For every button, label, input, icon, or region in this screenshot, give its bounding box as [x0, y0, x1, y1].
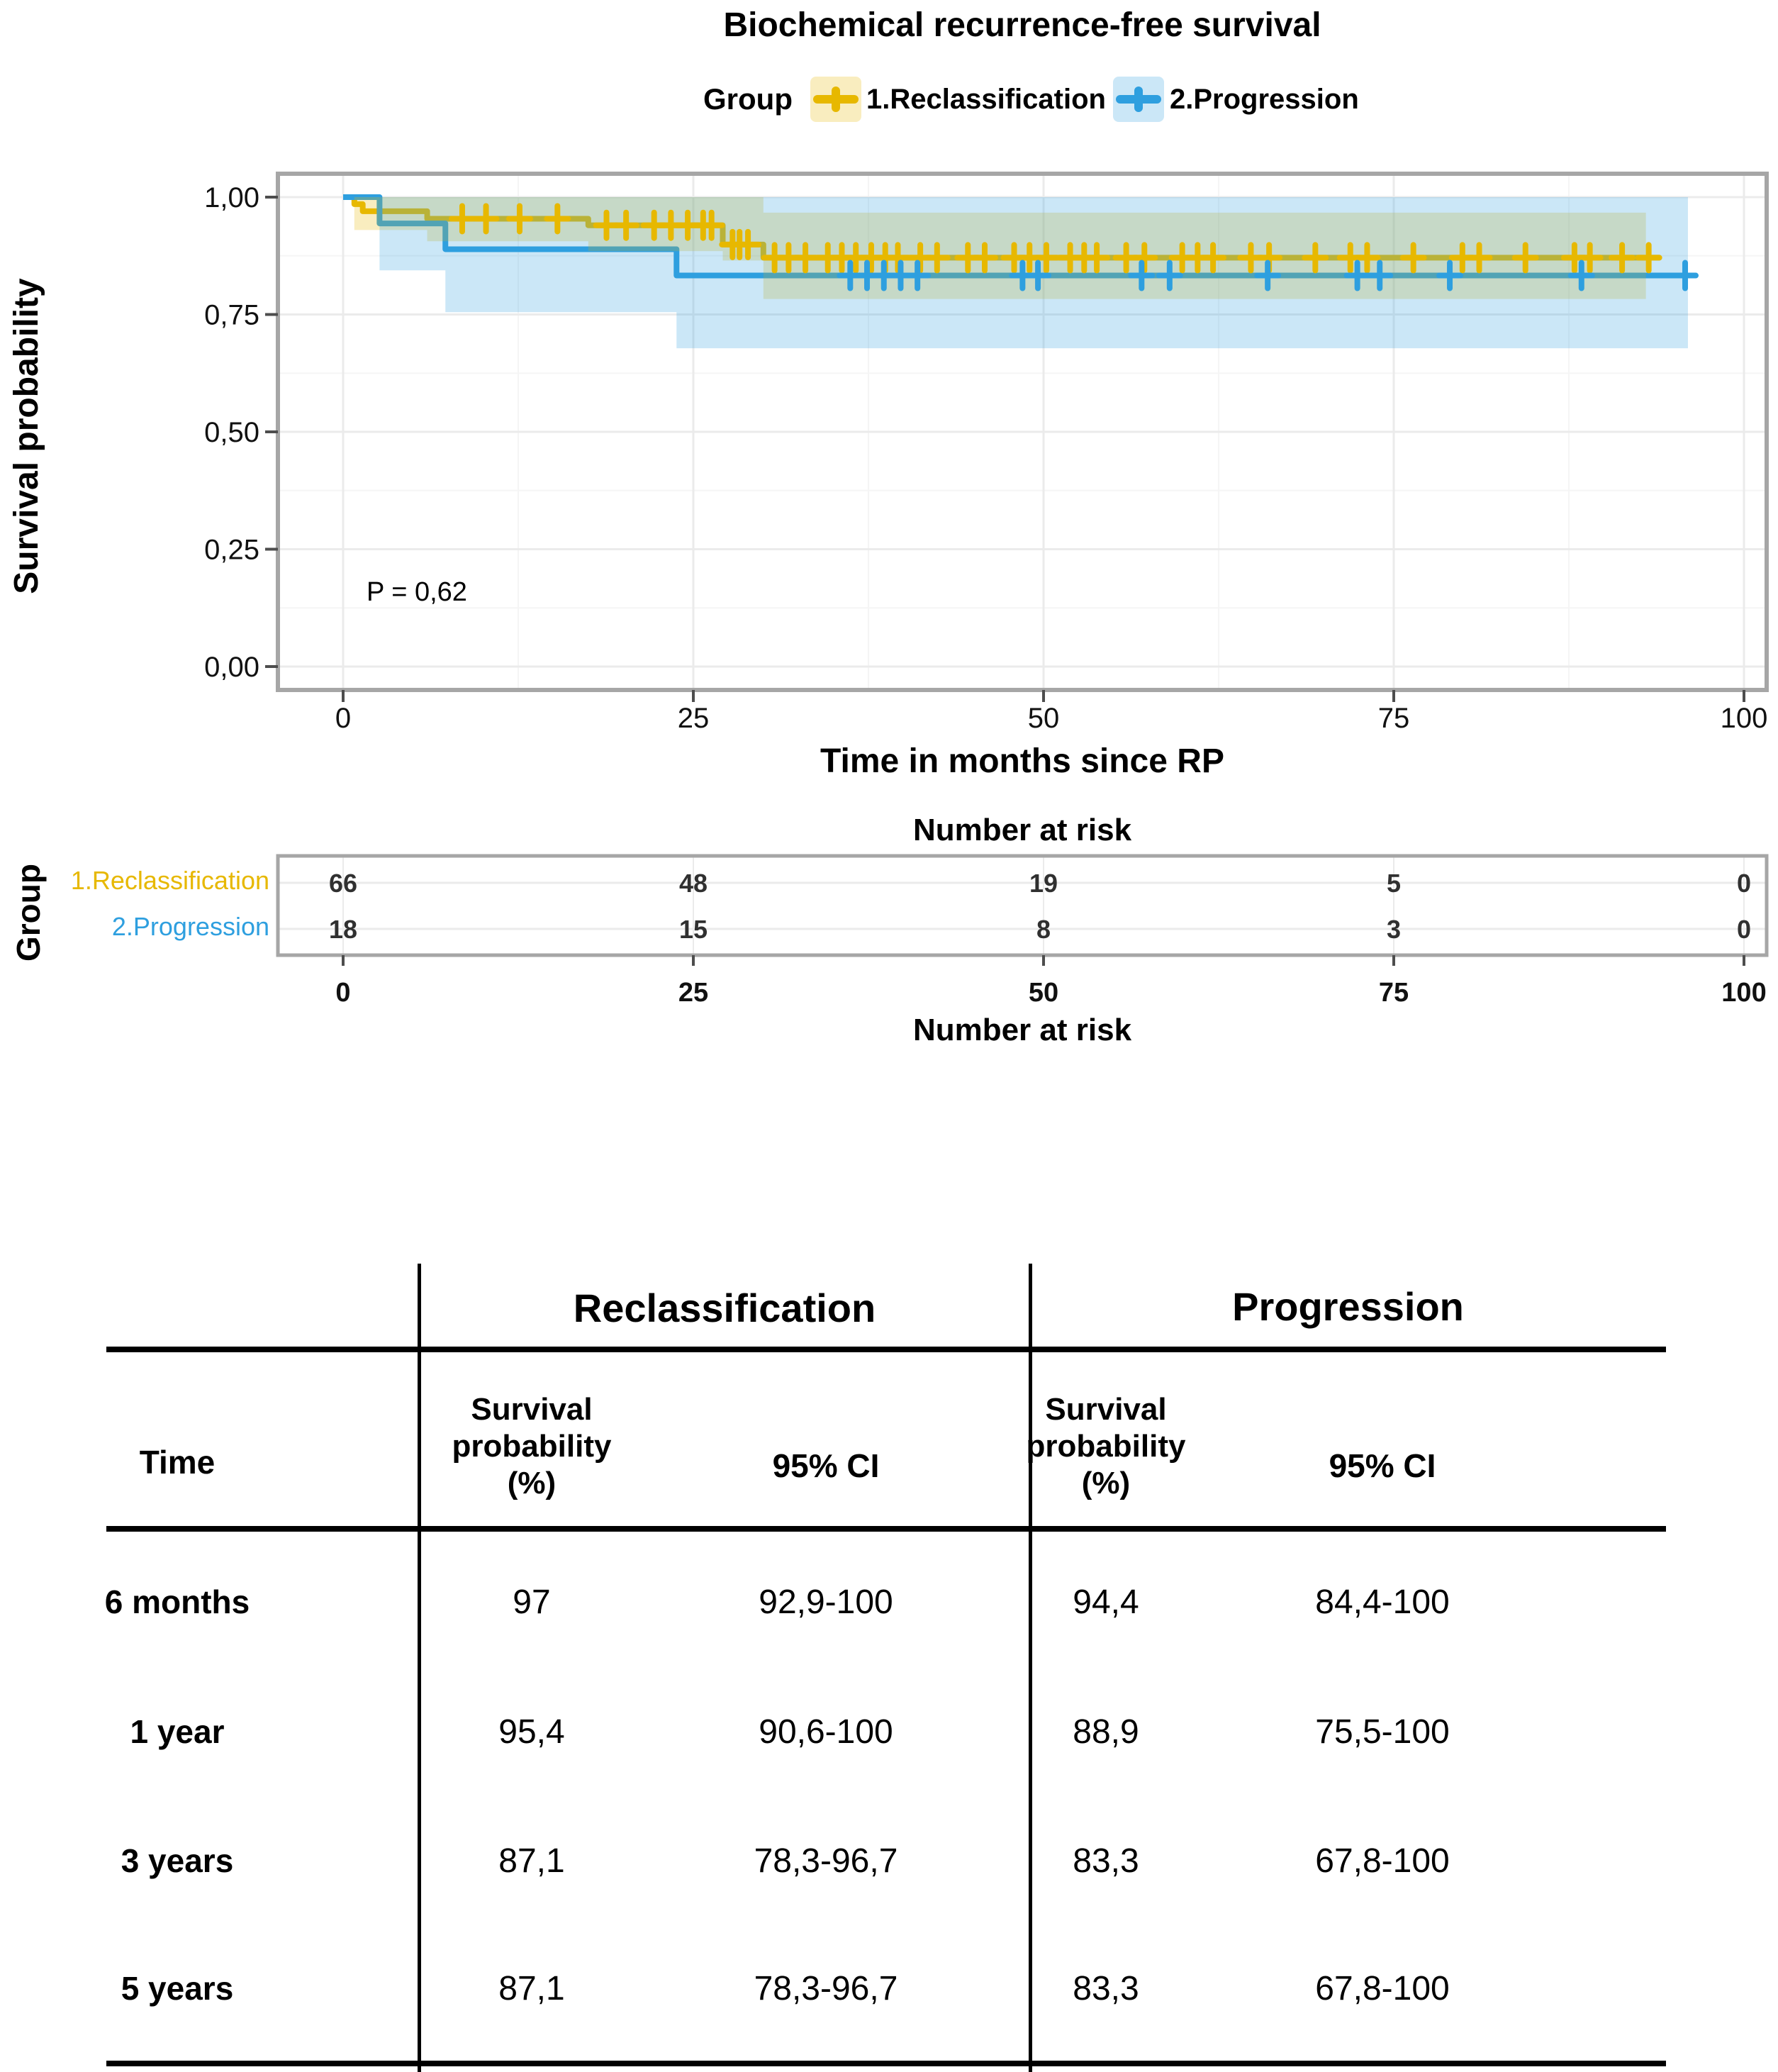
table-cell: 78,3-96,7: [754, 1842, 898, 1880]
svg-text:1,00: 1,00: [204, 182, 259, 213]
table-vertical-rule: [1029, 1264, 1032, 2072]
svg-text:50: 50: [1028, 703, 1060, 734]
table-header-prog-probability: Survival probability (%): [1026, 1392, 1186, 1500]
table-cell: 87,1: [498, 1970, 565, 2007]
svg-text:3: 3: [1387, 915, 1401, 944]
censor-marks-progression: [837, 260, 1699, 291]
svg-text:48: 48: [679, 869, 708, 898]
table-group-header-reclassification: Reclassification: [573, 1286, 876, 1330]
svg-text:0,75: 0,75: [204, 300, 259, 331]
table-cell: 75,5-100: [1315, 1713, 1450, 1751]
progression-key-icon: [1113, 77, 1164, 122]
table-row-time: 3 years: [121, 1842, 234, 1879]
censor-plus-icon: [1134, 87, 1143, 112]
svg-text:18: 18: [329, 915, 357, 944]
table-cell: 84,4-100: [1315, 1583, 1450, 1621]
table-cell: 78,3-96,7: [754, 1970, 898, 2007]
table-cell: 83,3: [1073, 1970, 1139, 2007]
svg-text:0,50: 0,50: [204, 417, 259, 448]
x-axis-title: Time in months since RP: [820, 742, 1224, 780]
table-cell: 83,3: [1073, 1842, 1139, 1880]
svg-text:15: 15: [679, 915, 708, 944]
table-cell: 90,6-100: [759, 1713, 893, 1751]
table-cell: 95,4: [498, 1713, 565, 1751]
table-row-time: 1 year: [130, 1713, 225, 1750]
risk-axis-title: Number at risk: [912, 1013, 1132, 1047]
figure-title: Biochemical recurrence-free survival: [723, 6, 1321, 44]
svg-text:5: 5: [1387, 869, 1401, 898]
legend-item-reclassification: 1.Reclassification: [866, 84, 1106, 115]
svg-text:75: 75: [1378, 703, 1410, 734]
table-row-time: 6 months: [104, 1583, 250, 1620]
svg-text:0,25: 0,25: [204, 535, 259, 566]
svg-text:0: 0: [1737, 869, 1751, 898]
svg-text:50: 50: [1029, 978, 1058, 1008]
censor-plus-icon: [832, 87, 840, 112]
table-cell: 67,8-100: [1315, 1970, 1450, 2007]
svg-text:100: 100: [1721, 978, 1766, 1008]
table-cell: 87,1: [498, 1842, 565, 1880]
table-horizontal-rule: [106, 1347, 1666, 1352]
svg-text:8: 8: [1036, 915, 1051, 944]
svg-text:100: 100: [1721, 703, 1768, 734]
legend-item-progression: 2.Progression: [1170, 84, 1359, 115]
table-horizontal-rule: [106, 2061, 1666, 2066]
risk-counts-row-progression: 18 15 8 3 0: [329, 915, 1751, 944]
survival-curve-progression: [343, 194, 1695, 279]
table-horizontal-rule: [106, 1526, 1666, 1532]
svg-text:0: 0: [335, 978, 350, 1008]
svg-text:0: 0: [1737, 915, 1751, 944]
svg-text:25: 25: [678, 978, 708, 1008]
table-row-time: 5 years: [121, 1970, 234, 2007]
table-header-reclass-probability: Survival probability (%): [452, 1392, 612, 1500]
table-cell: 94,4: [1073, 1583, 1139, 1621]
risk-table-title: Number at risk: [912, 813, 1132, 847]
p-value-label: P = 0,62: [367, 577, 467, 607]
table-header-time: Time: [139, 1444, 216, 1481]
table-cell: 97: [513, 1583, 551, 1621]
risk-counts-row-reclassification: 66 48 19 5 0: [329, 869, 1751, 898]
svg-text:25: 25: [678, 703, 710, 734]
table-cell: 67,8-100: [1315, 1842, 1450, 1880]
table-vertical-rule: [418, 1264, 421, 2072]
svg-text:66: 66: [329, 869, 357, 898]
censor-marks-reclassification: [448, 203, 1662, 274]
table-header-reclass-ci: 95% CI: [772, 1447, 880, 1484]
svg-text:0: 0: [335, 703, 351, 734]
svg-text:75: 75: [1379, 978, 1409, 1008]
legend-title: Group: [703, 82, 793, 116]
risk-panel: [276, 854, 1769, 957]
table-cell: 92,9-100: [759, 1583, 893, 1621]
svg-text:19: 19: [1029, 869, 1058, 898]
y-axis-title: Survival probability: [8, 278, 45, 594]
y-axis-ticks: 0,00 0,25 0,50 0,75 1,00: [204, 182, 278, 683]
x-axis-ticks: 0 25 50 75 100: [335, 690, 1768, 734]
svg-text:0,00: 0,00: [204, 652, 259, 683]
risk-axis-ticks: 0 25 50 75 100: [335, 955, 1767, 1008]
table-cell: 88,9: [1073, 1713, 1139, 1751]
table-header-prog-ci: 95% CI: [1329, 1447, 1436, 1484]
risk-row-label-reclassification: 1.Reclassification: [70, 866, 269, 895]
table-group-header-progression: Progression: [1232, 1284, 1464, 1329]
risk-row-label-progression: 2.Progression: [111, 912, 269, 941]
reclassification-key-icon: [810, 77, 861, 122]
